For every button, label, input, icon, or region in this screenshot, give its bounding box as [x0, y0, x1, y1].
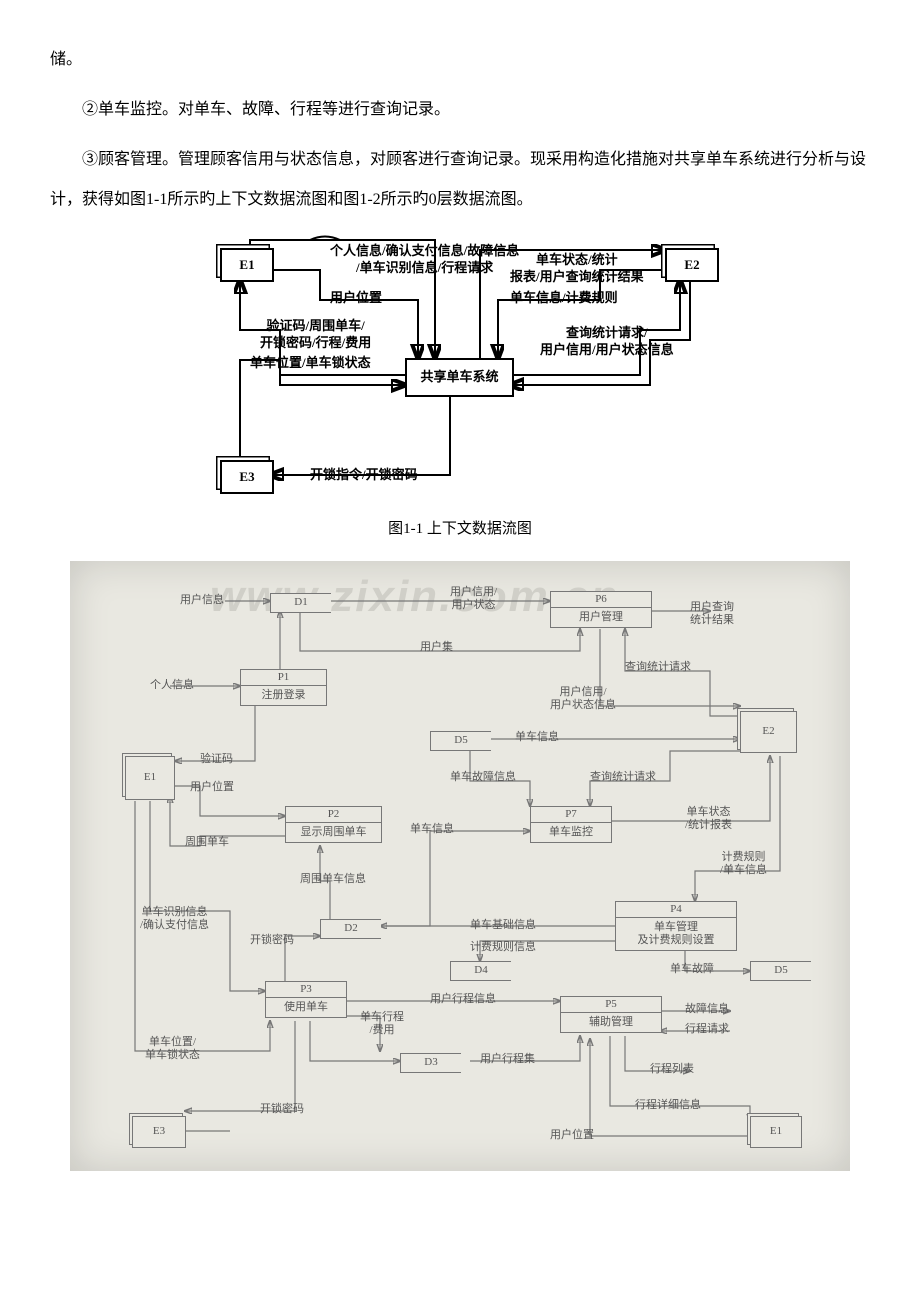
lbl-l27: 单车位置/ 单车锁状态: [145, 1036, 200, 1062]
fig2-ds-d1: D1: [270, 593, 331, 613]
lbl-l3: 用户查询 统计结果: [690, 601, 734, 627]
fig2-entity-e3: E3: [132, 1116, 186, 1148]
figure-1-1: E1 E2 E3 共享单车系统 个人信息/确认支付信息/故障信息 /单车识别信息…: [180, 230, 740, 510]
figure-1-1-caption: 图1-1 上下文数据流图: [50, 518, 870, 541]
fig2-proc-p2: P2 显示周围单车: [285, 806, 382, 843]
p4-name: 单车管理 及计费规则设置: [616, 918, 736, 950]
p1-name: 注册登录: [241, 686, 326, 705]
p4-id: P4: [616, 902, 736, 918]
fig2-ds-d4: D4: [450, 961, 511, 981]
figure-1-1-wrapper: E1 E2 E3 共享单车系统 个人信息/确认支付信息/故障信息 /单车识别信息…: [50, 230, 870, 510]
entity-e3: E3: [220, 460, 274, 494]
figure-1-2: www.zixin.com.cn: [70, 561, 850, 1171]
lbl-l16: 计费规则 /单车信息: [720, 851, 767, 877]
figure-1-2-wrapper: www.zixin.com.cn: [50, 561, 870, 1171]
lbl-l8: 单车信息: [515, 731, 559, 744]
fig2-proc-p5: P5 辅助管理: [560, 996, 662, 1033]
paragraph-customer: ③顾客管理。管理顾客信用与状态信息，对顾客进行查询记录。现采用构造化措施对共享单…: [50, 140, 870, 220]
flow-f3: 用户位置: [330, 290, 382, 307]
fig2-proc-p3: P3 使用单车: [265, 981, 347, 1018]
p7-name: 单车监控: [531, 823, 611, 842]
lbl-l18: 单车识别信息 /确认支付信息: [140, 906, 209, 932]
lbl-l7: 用户信用/ 用户状态信息: [550, 686, 616, 712]
lbl-l10: 单车故障信息: [450, 771, 516, 784]
flow-f4: 单车信息/计费规则: [510, 290, 618, 307]
p5-name: 辅助管理: [561, 1013, 661, 1032]
p6-name: 用户管理: [551, 608, 651, 627]
lbl-l32: 用户位置: [550, 1129, 594, 1142]
flow-f8: 开锁指令/开锁密码: [310, 467, 418, 484]
lbl-l25: 故障信息: [685, 1003, 729, 1016]
lbl-l22: 单车故障: [670, 963, 714, 976]
p1-id: P1: [241, 670, 326, 686]
lbl-l26: 行程请求: [685, 1023, 729, 1036]
flow-f7: 单车位置/单车锁状态: [250, 355, 371, 372]
p2-name: 显示周围单车: [286, 823, 381, 842]
lbl-l9: 验证码: [200, 753, 233, 766]
p3-id: P3: [266, 982, 346, 998]
p2-id: P2: [286, 807, 381, 823]
fig2-ds-d3: D3: [400, 1053, 461, 1073]
fig2-entity-e1b: E1: [750, 1116, 802, 1148]
paragraph-storage-end: 储。: [50, 40, 870, 80]
lbl-l31: 行程详细信息: [635, 1099, 701, 1112]
fig2-ds-d5a: D5: [430, 731, 491, 751]
lbl-l15: 周围单车: [185, 836, 229, 849]
fig2-proc-p1: P1 注册登录: [240, 669, 327, 706]
flow-f6: 查询统计请求/ 用户信用/用户状态信息: [540, 325, 674, 359]
fig2-ds-d5b: D5: [750, 961, 811, 981]
lbl-l6: 个人信息: [150, 679, 194, 692]
lbl-l12: 用户位置: [190, 781, 234, 794]
system-box: 共享单车系统: [405, 358, 514, 397]
lbl-l23: 用户行程信息: [430, 993, 496, 1006]
fig2-proc-p4: P4 单车管理 及计费规则设置: [615, 901, 737, 952]
lbl-l19: 单车基础信息: [470, 919, 536, 932]
lbl-l1: 用户信息: [180, 594, 224, 607]
fig2-proc-p6: P6 用户管理: [550, 591, 652, 628]
lbl-l20: 开锁密码: [250, 934, 294, 947]
lbl-l13: 单车状态 /统计报表: [685, 806, 732, 832]
lbl-l4: 用户集: [420, 641, 453, 654]
lbl-l2: 用户信用/ 用户状态: [450, 586, 497, 612]
p7-id: P7: [531, 807, 611, 823]
flow-f2: 单车状态/统计 报表/用户查询统计结果: [510, 252, 644, 286]
flow-f5: 验证码/周围单车/ 开锁密码/行程/费用: [260, 318, 371, 352]
lbl-l5: 查询统计请求: [625, 661, 691, 674]
flow-f1: 个人信息/确认支付信息/故障信息 /单车识别信息/行程请求: [330, 243, 519, 277]
paragraph-monitor: ②单车监控。对单车、故障、行程等进行查询记录。: [50, 90, 870, 130]
lbl-l11: 查询统计请求: [590, 771, 656, 784]
entity-e1: E1: [220, 248, 274, 282]
entity-e2: E2: [665, 248, 719, 282]
lbl-l21: 计费规则信息: [470, 941, 536, 954]
p3-name: 使用单车: [266, 998, 346, 1017]
p5-id: P5: [561, 997, 661, 1013]
fig2-proc-p7: P7 单车监控: [530, 806, 612, 843]
p6-id: P6: [551, 592, 651, 608]
lbl-l30: 开锁密码: [260, 1103, 304, 1116]
fig2-entity-e1a: E1: [125, 756, 175, 800]
fig2-entity-e2: E2: [740, 711, 797, 753]
fig2-ds-d2: D2: [320, 919, 381, 939]
lbl-l29: 行程列表: [650, 1063, 694, 1076]
lbl-l24: 单车行程 /费用: [360, 1011, 404, 1037]
lbl-l14: 单车信息: [410, 823, 454, 836]
lbl-l17: 周围单车信息: [300, 873, 366, 886]
lbl-l28: 用户行程集: [480, 1053, 535, 1066]
